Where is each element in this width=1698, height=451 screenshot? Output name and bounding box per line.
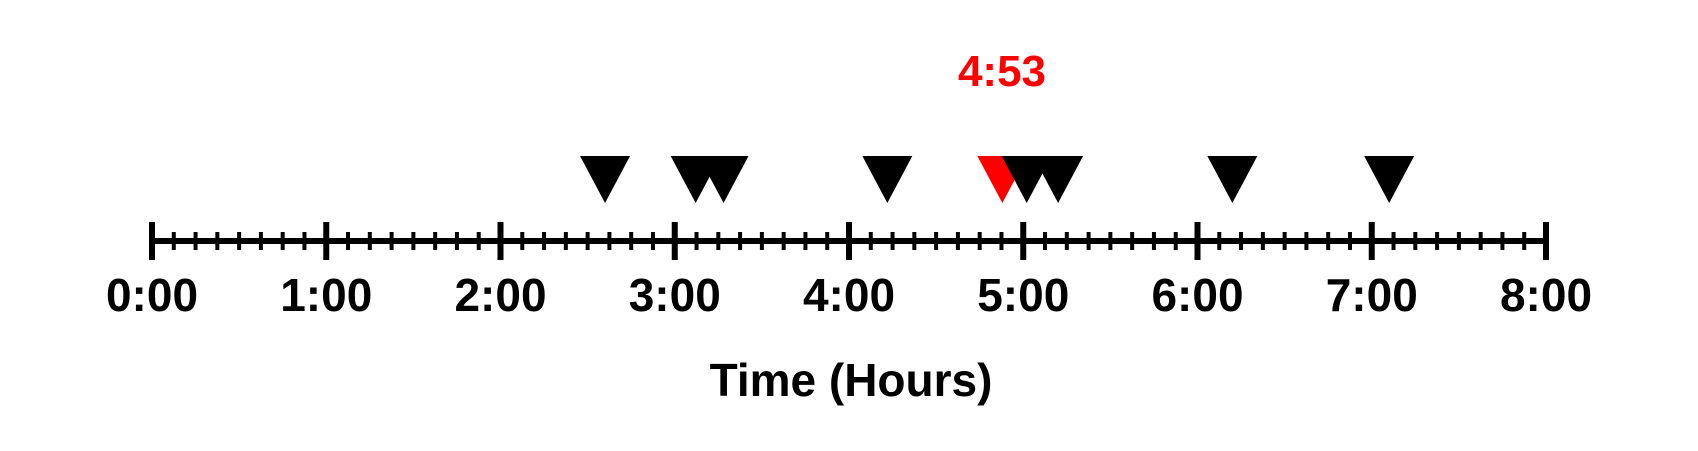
event-markers bbox=[580, 156, 1415, 203]
tick-label-000: 0:00 bbox=[106, 269, 198, 321]
event-marker bbox=[580, 156, 631, 203]
event-marker bbox=[862, 156, 913, 203]
tick-label-800: 8:00 bbox=[1500, 269, 1592, 321]
event-marker bbox=[1364, 156, 1415, 203]
event-marker bbox=[1033, 156, 1084, 203]
tick-label-400: 4:00 bbox=[803, 269, 895, 321]
tick-label-300: 3:00 bbox=[629, 269, 721, 321]
highlight-time-label: 4:53 bbox=[958, 47, 1046, 96]
event-marker bbox=[1207, 156, 1258, 203]
tick-label-700: 7:00 bbox=[1326, 269, 1418, 321]
tick-label-200: 2:00 bbox=[454, 269, 546, 321]
tick-label-100: 1:00 bbox=[280, 269, 372, 321]
timeline-axis bbox=[149, 222, 1549, 260]
x-axis-title: Time (Hours) bbox=[710, 354, 993, 406]
event-marker bbox=[698, 156, 749, 203]
tick-label-600: 6:00 bbox=[1151, 269, 1243, 321]
tick-label-500: 5:00 bbox=[977, 269, 1069, 321]
tick-labels: 0:00 1:00 2:00 3:00 4:00 5:00 6:00 7:00 8:00 bbox=[106, 269, 1592, 321]
event-marker bbox=[1001, 156, 1052, 203]
